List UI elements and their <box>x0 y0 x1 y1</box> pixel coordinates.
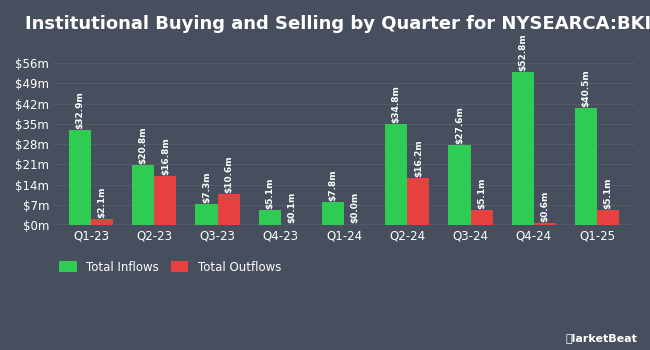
Text: $40.5m: $40.5m <box>582 69 590 107</box>
Bar <box>132 165 154 225</box>
Bar <box>259 210 281 225</box>
Text: $20.8m: $20.8m <box>139 126 148 164</box>
Text: $16.2m: $16.2m <box>414 139 423 177</box>
Bar <box>154 176 177 225</box>
Text: $52.8m: $52.8m <box>518 34 527 71</box>
Text: $2.1m: $2.1m <box>98 186 107 218</box>
Bar <box>322 203 344 225</box>
Text: $0.6m: $0.6m <box>540 191 549 222</box>
Text: ⼿larketBeat: ⼿larketBeat <box>565 333 637 343</box>
Text: $5.1m: $5.1m <box>604 178 612 209</box>
Bar <box>69 130 91 225</box>
Text: $27.6m: $27.6m <box>455 106 464 144</box>
Text: $0.1m: $0.1m <box>287 192 296 223</box>
Bar <box>218 194 240 225</box>
Bar <box>471 210 493 225</box>
Bar <box>91 219 113 225</box>
Text: $5.1m: $5.1m <box>477 178 486 209</box>
Bar <box>575 108 597 225</box>
Text: $10.6m: $10.6m <box>224 156 233 193</box>
Bar <box>597 210 619 225</box>
Legend: Total Inflows, Total Outflows: Total Inflows, Total Outflows <box>59 261 281 274</box>
Bar <box>408 178 430 225</box>
Text: $7.8m: $7.8m <box>328 170 337 201</box>
Bar <box>196 204 218 225</box>
Text: $5.1m: $5.1m <box>265 178 274 209</box>
Bar <box>512 72 534 225</box>
Bar <box>385 125 408 225</box>
Text: $16.8m: $16.8m <box>161 138 170 175</box>
Bar <box>448 145 471 225</box>
Title: Institutional Buying and Selling by Quarter for NYSEARCA:BKIE: Institutional Buying and Selling by Quar… <box>25 15 650 33</box>
Text: $34.8m: $34.8m <box>392 85 401 123</box>
Bar <box>534 223 556 225</box>
Text: $7.3m: $7.3m <box>202 171 211 203</box>
Text: $32.9m: $32.9m <box>75 91 84 129</box>
Text: $0.0m: $0.0m <box>350 192 359 223</box>
